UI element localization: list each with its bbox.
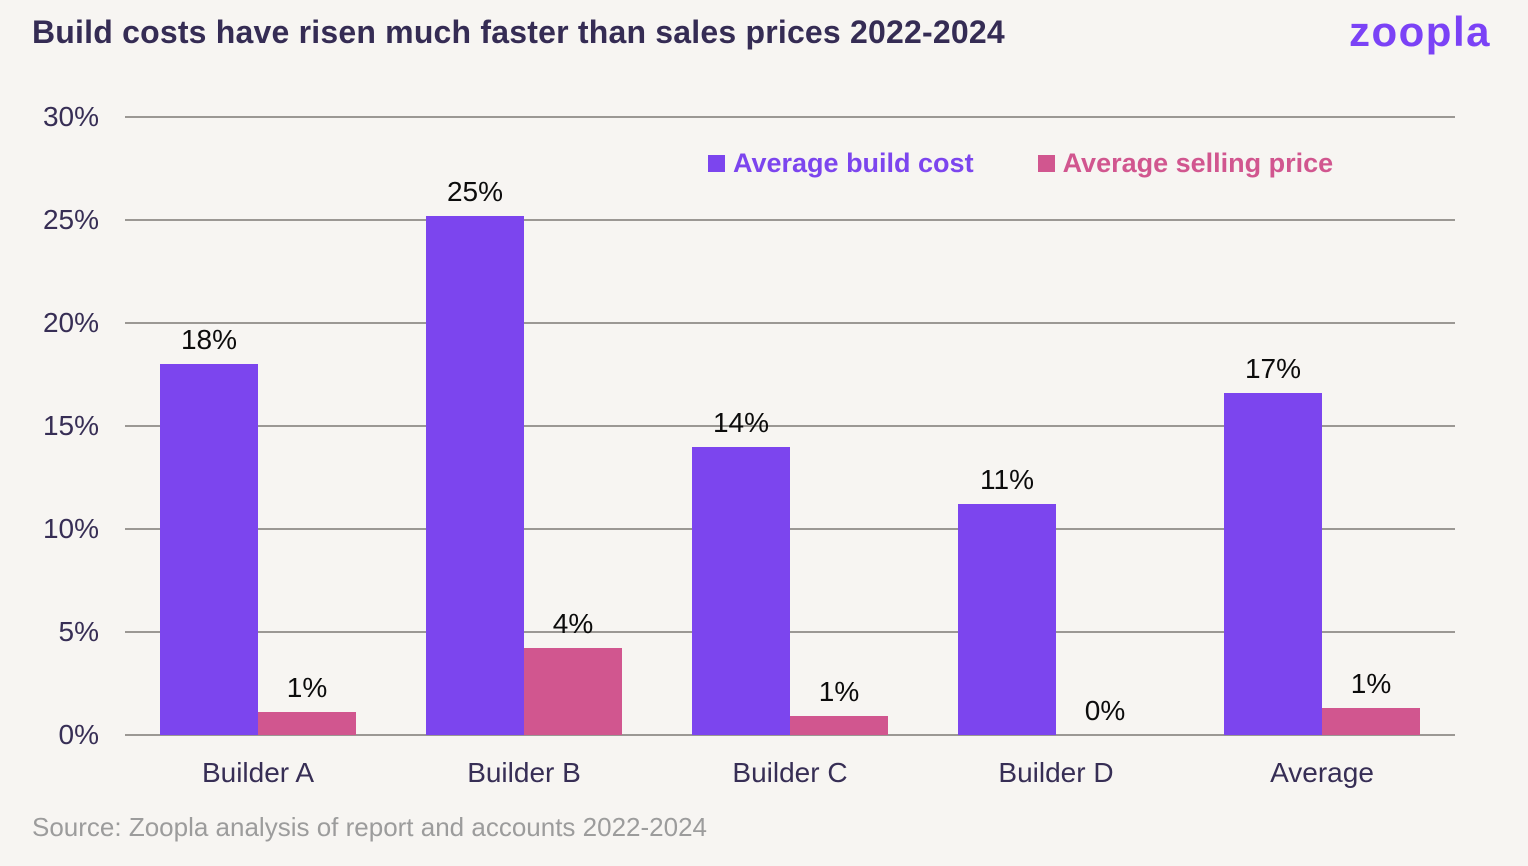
gridline bbox=[125, 321, 1455, 324]
bar-group-builder-a: 18% 1% bbox=[125, 117, 391, 735]
y-axis-tick-label: 15% bbox=[42, 410, 99, 441]
legend-label: Average selling price bbox=[1062, 148, 1334, 178]
y-axis-tick-label: 10% bbox=[42, 513, 99, 544]
y-axis-tick-label: 20% bbox=[42, 307, 99, 338]
y-axis-tick-label: 0% bbox=[58, 719, 99, 750]
bar-value-label: 1% bbox=[286, 672, 328, 704]
bar-value-label: 4% bbox=[552, 608, 594, 640]
y-axis-tick-label: 25% bbox=[42, 204, 99, 235]
bar-value-label: 11% bbox=[980, 464, 1034, 496]
build-cost-bar bbox=[160, 364, 258, 735]
build-cost-bar bbox=[958, 504, 1056, 735]
bar-value-label: 17% bbox=[1244, 353, 1302, 385]
legend: Average build cost Average selling price bbox=[708, 148, 1333, 179]
bar-value-label: 1% bbox=[818, 676, 860, 708]
bar-group-builder-c: 14% 1% bbox=[657, 117, 923, 735]
x-axis-category-label: Builder A bbox=[201, 757, 315, 788]
legend-entry: Average selling price bbox=[1037, 148, 1334, 179]
x-axis-category-label: Average bbox=[1270, 757, 1374, 788]
legend-marker-square bbox=[1037, 155, 1055, 172]
bar-value-label: 1% bbox=[1350, 668, 1392, 700]
gridline bbox=[125, 734, 1455, 736]
bar-groups: 18% 1% 25% 4% 14% 1% 11% 0% 17% 1% bbox=[125, 117, 1455, 735]
selling-price-bar bbox=[790, 716, 888, 735]
source-note: Source: Zoopla analysis of report and ac… bbox=[32, 812, 707, 842]
plot-area: Average build cost Average selling price … bbox=[43, 101, 1455, 788]
build-cost-bar bbox=[426, 215, 524, 735]
build-cost-bar bbox=[1224, 393, 1322, 735]
y-axis-tick-label: 30% bbox=[42, 101, 99, 132]
selling-price-bar bbox=[524, 648, 622, 735]
bar-group-average: 17% 1% bbox=[1189, 117, 1455, 735]
bar-value-label: 0% bbox=[1084, 695, 1126, 726]
bar-value-label: 18% bbox=[180, 324, 238, 356]
zoopla-logo: zoopla bbox=[1349, 8, 1491, 55]
selling-price-bar bbox=[258, 712, 356, 735]
legend-entry: Average build cost bbox=[708, 148, 974, 179]
legend-marker-square bbox=[708, 155, 725, 172]
gridline bbox=[125, 631, 1455, 633]
gridline bbox=[125, 425, 1455, 427]
chart-title: Build costs have risen much faster than … bbox=[32, 14, 1005, 50]
bar-value-label: 25% bbox=[446, 175, 504, 207]
build-cost-bar bbox=[692, 446, 790, 735]
selling-price-bar bbox=[1322, 708, 1420, 735]
gridline bbox=[125, 527, 1455, 530]
legend-label: Average build cost bbox=[733, 148, 974, 178]
x-axis-category-label: Builder B bbox=[467, 757, 581, 788]
gridline bbox=[125, 116, 1455, 118]
bar-value-label: 14% bbox=[712, 406, 770, 438]
y-axis-tick-label: 5% bbox=[58, 616, 99, 647]
x-axis-category-label: Builder C bbox=[732, 757, 848, 788]
bar-group-builder-d: 11% 0% bbox=[923, 117, 1189, 735]
x-axis-category-label: Builder D bbox=[998, 757, 1114, 788]
bar-group-builder-b: 25% 4% bbox=[391, 117, 657, 735]
gridline bbox=[125, 218, 1455, 221]
